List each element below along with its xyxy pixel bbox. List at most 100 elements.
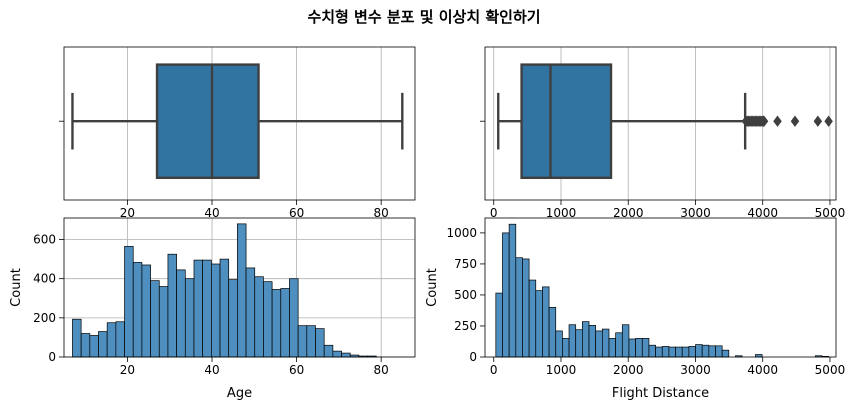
histogram-bar	[508, 223, 517, 358]
flight-distance-boxplot: 0 1000 2000 3000 4000 5000	[480, 46, 846, 220]
histogram-bar	[158, 286, 169, 358]
histogram-bar	[323, 344, 334, 358]
histogram-bar	[562, 338, 570, 358]
histogram-bar	[675, 346, 683, 358]
histogram-bar	[575, 329, 583, 358]
x-tick-label: 2000	[613, 363, 644, 377]
x-tick-label: 0	[490, 206, 498, 220]
histogram-bar	[495, 292, 503, 358]
x-tick-label: 4000	[747, 206, 778, 220]
x-tick-label: 4000	[747, 363, 778, 377]
x-tick-label: 20	[120, 206, 135, 220]
x-tick-label: 40	[204, 363, 219, 377]
histogram-bar	[115, 321, 125, 358]
x-tick-label: 1000	[546, 363, 577, 377]
iqr-box	[520, 63, 613, 180]
age-histogram: 0 200 400 600 Age Count 20 40 60 80	[9, 217, 416, 401]
histogram-bar	[237, 223, 247, 358]
y-tick-label: 400	[33, 272, 56, 286]
histogram-bar	[601, 328, 610, 358]
histogram-bar	[668, 346, 676, 358]
x-tick-label: 60	[289, 206, 304, 220]
histogram-bar	[124, 246, 134, 358]
histogram-bar	[289, 278, 299, 358]
histogram-bar	[245, 267, 256, 358]
histogram-bar	[263, 281, 273, 358]
histogram-bar	[615, 332, 623, 358]
axes-frame	[63, 217, 416, 358]
histogram-bar	[621, 324, 630, 358]
y-axis-label: Count	[9, 268, 24, 307]
histogram-bar	[568, 324, 577, 358]
x-tick-label: 5000	[815, 363, 846, 377]
histogram-bar	[254, 276, 264, 358]
outlier-point	[790, 115, 800, 127]
x-tick-label: 80	[374, 363, 389, 377]
histogram-bar	[522, 258, 530, 358]
histogram-bar	[721, 349, 730, 358]
histogram-bar	[661, 346, 670, 358]
y-tick-label: 0	[48, 350, 56, 364]
flight-distance-histogram: 0 250 500 750 1000 Flight Distance Count 0 1000 2…	[425, 217, 846, 401]
y-tick-label: 0	[469, 350, 477, 364]
x-tick-label: 5000	[815, 206, 846, 220]
histogram-bar	[80, 333, 91, 358]
y-tick-label: 600	[33, 233, 56, 247]
histogram-bar	[297, 325, 308, 358]
x-tick-label: 80	[374, 206, 389, 220]
outlier-point	[813, 115, 823, 127]
x-tick-label: 20	[120, 363, 135, 377]
age-boxplot: 20 40 60 80	[59, 46, 416, 220]
histogram-bar	[132, 262, 143, 358]
x-axis-label: Flight Distance	[612, 386, 709, 401]
histogram-bar	[502, 232, 510, 358]
x-tick-label: 40	[204, 206, 219, 220]
histogram-bar	[72, 318, 82, 358]
figure-title: 수치형 변수 분포 및 이상치 확인하기	[307, 8, 540, 26]
histogram-bar	[695, 344, 703, 358]
histogram-bar	[202, 259, 212, 358]
histogram-bar	[701, 344, 710, 358]
y-tick-label: 750	[454, 257, 477, 271]
histogram-bar	[219, 258, 230, 358]
y-tick-label: 200	[33, 311, 56, 325]
iqr-box	[155, 63, 260, 180]
x-tick-label: 1000	[546, 206, 577, 220]
x-tick-label: 3000	[680, 206, 711, 220]
histogram-bar	[542, 286, 550, 358]
histogram-bar	[528, 279, 537, 358]
y-tick-label: 500	[454, 288, 477, 302]
x-tick-label: 60	[289, 363, 304, 377]
x-tick-label: 0	[490, 363, 498, 377]
histogram-bar	[228, 279, 238, 358]
histogram-bar	[141, 264, 151, 358]
y-tick-label: 250	[454, 319, 477, 333]
x-tick-label: 3000	[680, 363, 711, 377]
histogram-bar	[193, 259, 204, 358]
y-axis-label: Count	[425, 268, 440, 307]
y-tick-label: 1000	[446, 226, 477, 240]
histogram-bar	[167, 253, 177, 358]
histogram-bar	[655, 346, 663, 358]
histogram-bar	[548, 307, 557, 358]
x-axis-label: Age	[227, 386, 252, 401]
histogram-bar	[184, 278, 195, 358]
axes-frame	[484, 217, 837, 358]
histogram-bar	[688, 346, 696, 358]
histogram-bar	[150, 280, 160, 358]
histogram-bar	[332, 350, 342, 358]
histogram-bar	[608, 338, 616, 358]
histogram-bar	[681, 346, 690, 358]
histogram-bar	[595, 330, 603, 358]
histogram-bar	[641, 338, 650, 358]
histogram-bar	[89, 335, 99, 358]
outlier-point	[824, 115, 833, 127]
histogram-bar	[315, 328, 325, 358]
histogram-bar	[555, 330, 563, 358]
outlier-point	[759, 115, 769, 127]
axes-frame	[63, 46, 416, 201]
histogram-bar	[582, 321, 590, 358]
histogram-bar	[341, 352, 351, 358]
histogram-bar	[271, 289, 282, 358]
